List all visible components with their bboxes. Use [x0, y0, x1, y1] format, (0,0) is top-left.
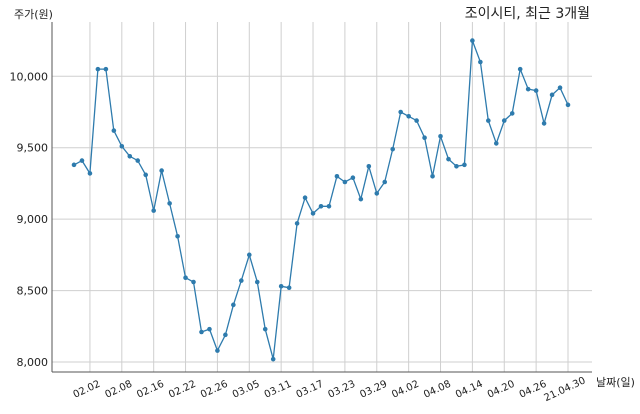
series-line	[73, 40, 569, 360]
data-point	[191, 279, 196, 285]
data-point	[430, 173, 435, 179]
data-point	[302, 195, 308, 201]
data-point	[95, 66, 101, 72]
x-tick-label: 03.17	[295, 379, 326, 401]
y-tick-label: 8,000	[17, 356, 49, 369]
data-point	[278, 283, 284, 289]
data-point	[486, 118, 491, 123]
data-point	[501, 118, 507, 123]
series-group	[71, 38, 571, 362]
data-point	[565, 102, 571, 108]
data-point	[111, 128, 117, 133]
data-point	[318, 203, 324, 209]
x-tick-label: 03.11	[263, 379, 294, 401]
data-point	[406, 113, 411, 119]
data-point	[398, 109, 403, 115]
data-point	[159, 168, 164, 173]
data-point	[254, 279, 260, 285]
y-tick-labels: 8,000 8,500 9,000 9,500 10,000	[10, 70, 49, 369]
data-point	[151, 208, 156, 213]
data-point	[294, 221, 300, 226]
data-point	[326, 203, 332, 209]
x-tick-labels: 02.02 02.08 02.16 02.22 02.26 03.05 03.11 03.17…	[72, 375, 588, 404]
data-point	[167, 201, 172, 206]
data-point	[541, 121, 547, 126]
x-tick-label: 04.14	[454, 379, 485, 401]
data-point	[199, 329, 204, 335]
data-point	[231, 302, 236, 308]
y-tick-label: 10,000	[10, 70, 49, 83]
data-point	[79, 158, 85, 163]
data-point	[517, 66, 523, 72]
data-point	[215, 348, 220, 353]
data-point	[414, 118, 419, 123]
axes	[51, 22, 592, 373]
data-point	[334, 173, 340, 179]
x-tick-label: 04.08	[422, 379, 453, 401]
x-tick-label: 03.29	[358, 379, 389, 401]
x-tick-label: 02.22	[167, 379, 198, 401]
x-tick-label: 04.02	[390, 379, 421, 401]
y-tick-label: 8,500	[17, 285, 49, 298]
data-point	[143, 172, 149, 178]
data-point	[246, 252, 252, 258]
y-tick-label: 9,500	[17, 142, 49, 155]
x-tick-label: 04.20	[486, 379, 517, 401]
grid	[52, 22, 592, 372]
data-point	[270, 356, 276, 362]
data-point	[342, 179, 348, 185]
data-point	[493, 141, 499, 146]
chart-title: 조이시티, 최근 3개월	[465, 6, 590, 22]
x-tick-label: 02.26	[199, 379, 230, 401]
data-point	[223, 332, 228, 338]
data-point	[183, 275, 188, 281]
data-point	[533, 88, 539, 93]
x-tick-label: 02.16	[135, 379, 166, 401]
data-point	[438, 133, 443, 139]
data-point	[135, 158, 141, 163]
data-point	[350, 175, 356, 181]
data-point	[119, 143, 125, 149]
data-point	[470, 38, 475, 43]
data-point	[87, 171, 93, 176]
data-point	[207, 326, 212, 332]
y-axis-label: 주가(원)	[14, 8, 53, 21]
data-point	[175, 233, 180, 239]
data-point	[509, 111, 515, 116]
x-tick-label: 21.04.30	[542, 375, 587, 404]
data-point	[525, 86, 531, 92]
data-point	[446, 156, 451, 162]
data-point	[71, 162, 77, 168]
data-point	[549, 92, 555, 98]
x-tick-label: 03.23	[327, 379, 358, 401]
data-point	[310, 211, 316, 216]
data-point	[478, 59, 483, 65]
data-point	[462, 162, 467, 168]
data-point	[374, 191, 380, 196]
y-tick-label: 9,000	[17, 213, 49, 226]
x-tick-label: 03.05	[231, 379, 262, 401]
x-tick-label: 02.08	[103, 379, 134, 401]
data-point	[454, 163, 459, 169]
data-point	[127, 153, 133, 159]
data-point	[422, 135, 427, 141]
x-tick-label: 02.02	[72, 379, 103, 401]
data-point	[239, 278, 244, 283]
data-point	[366, 163, 372, 169]
data-point	[358, 196, 364, 202]
data-point	[262, 326, 268, 332]
data-point	[557, 85, 563, 91]
x-axis-label: 날짜(일)	[596, 375, 635, 389]
data-point	[103, 66, 109, 72]
data-point	[286, 285, 292, 291]
data-point	[390, 146, 396, 152]
data-point	[382, 179, 388, 185]
